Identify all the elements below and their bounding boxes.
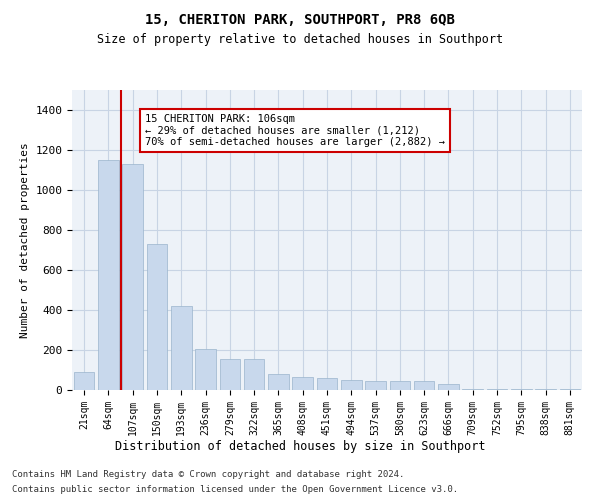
Bar bbox=[317, 378, 337, 390]
Bar bbox=[98, 160, 119, 390]
Y-axis label: Number of detached properties: Number of detached properties bbox=[20, 142, 30, 338]
Bar bbox=[535, 389, 556, 390]
Bar bbox=[146, 244, 167, 390]
Bar bbox=[74, 372, 94, 390]
Text: Distribution of detached houses by size in Southport: Distribution of detached houses by size … bbox=[115, 440, 485, 453]
Bar bbox=[511, 389, 532, 390]
Bar bbox=[560, 389, 580, 390]
Text: 15, CHERITON PARK, SOUTHPORT, PR8 6QB: 15, CHERITON PARK, SOUTHPORT, PR8 6QB bbox=[145, 12, 455, 26]
Bar bbox=[122, 164, 143, 390]
Bar bbox=[292, 377, 313, 390]
Text: Size of property relative to detached houses in Southport: Size of property relative to detached ho… bbox=[97, 32, 503, 46]
Text: 15 CHERITON PARK: 106sqm
← 29% of detached houses are smaller (1,212)
70% of sem: 15 CHERITON PARK: 106sqm ← 29% of detach… bbox=[145, 114, 445, 147]
Bar bbox=[220, 359, 240, 390]
Bar bbox=[365, 381, 386, 390]
Text: Contains public sector information licensed under the Open Government Licence v3: Contains public sector information licen… bbox=[12, 485, 458, 494]
Bar bbox=[414, 381, 434, 390]
Text: Contains HM Land Registry data © Crown copyright and database right 2024.: Contains HM Land Registry data © Crown c… bbox=[12, 470, 404, 479]
Bar bbox=[341, 380, 362, 390]
Bar bbox=[195, 349, 216, 390]
Bar bbox=[389, 381, 410, 390]
Bar bbox=[438, 384, 459, 390]
Bar bbox=[244, 359, 265, 390]
Bar bbox=[487, 389, 508, 390]
Bar bbox=[268, 374, 289, 390]
Bar bbox=[463, 389, 483, 390]
Bar bbox=[171, 306, 191, 390]
